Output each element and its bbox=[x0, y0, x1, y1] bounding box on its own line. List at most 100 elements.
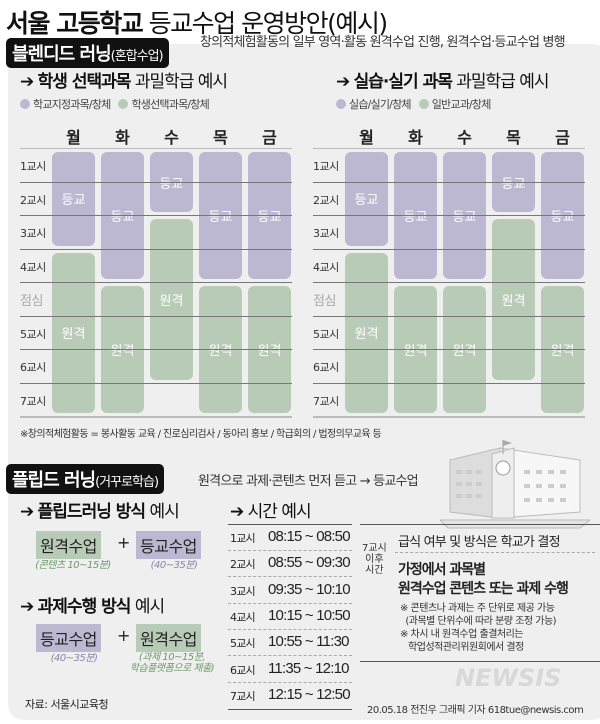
source: 자료: 서울시교육청 bbox=[25, 698, 109, 711]
time-row: 6교시 11:35 ~ 12:10 bbox=[228, 657, 352, 683]
time-range: 12:15 ~ 12:50 bbox=[268, 685, 351, 703]
time-heading: ➔ 시간 예시 bbox=[230, 502, 312, 522]
day-header: 금 bbox=[555, 128, 570, 147]
after-notes: ※ 콘텐츠나 과제는 주 단위로 제공 가능 (과목별 단위수에 따라 분량 조… bbox=[400, 603, 557, 653]
legend-dot-icon bbox=[20, 99, 30, 109]
legend-item: 실습/실기/창체 bbox=[336, 98, 412, 111]
period-label: 7교시 bbox=[230, 689, 256, 703]
note: ※창의적체험활동 = 봉사활동 교육 / 진로심리검사 / 동아리 홍보 / 학… bbox=[20, 429, 382, 440]
day-header: 목 bbox=[213, 128, 228, 147]
remote-block: 원격 bbox=[345, 252, 388, 413]
day-header: 화 bbox=[408, 128, 423, 147]
attend-sub: (40~35분) bbox=[50, 653, 98, 664]
period-label: 4교시 bbox=[230, 610, 256, 624]
schedule-heading: ➔ 실습·실기 과목 과밀학급 예시 bbox=[336, 72, 550, 92]
attend-sub: (40~35분) bbox=[150, 560, 198, 571]
divider bbox=[395, 552, 595, 553]
flipped-desc: 원격으로 과제·콘텐츠 먼저 듣고 → 등교수업 bbox=[198, 474, 419, 489]
period-label: 1교시 bbox=[230, 532, 256, 545]
remote-class-box: 원격수업 bbox=[36, 531, 101, 559]
time-range: 11:35 ~ 12:10 bbox=[268, 659, 349, 677]
time-row: 3교시 09:35 ~ 10:10 bbox=[228, 578, 352, 604]
period-label: 2교시 bbox=[20, 193, 46, 207]
schedule-heading: ➔ 학생 선택과목 과밀학급 예시 bbox=[20, 72, 228, 92]
remote-class-box: 원격수업 bbox=[136, 624, 201, 652]
blended-desc: 창의적체험활동의 일부 영역·활동 원격수업 진행, 원격수업·등교수업 병행 bbox=[200, 35, 566, 50]
attend-class-box: 등교수업 bbox=[36, 624, 101, 652]
flipped-badge: 플립드 러닝(거꾸로학습) bbox=[6, 464, 165, 494]
grid-line bbox=[313, 416, 585, 418]
after-7th-label: 7교시 이후 시간 bbox=[362, 543, 387, 576]
time-range: 09:35 ~ 10:10 bbox=[268, 580, 351, 598]
time-range: 10:55 ~ 11:30 bbox=[268, 633, 349, 651]
remote-block: 원격 bbox=[492, 219, 535, 380]
legend: 학교지정과목/창체 학생선택과목/창체 bbox=[20, 96, 217, 112]
newsis-watermark-logo: NEWSIS bbox=[455, 664, 562, 692]
period-label: 5교시 bbox=[20, 327, 46, 341]
grid-line bbox=[313, 349, 585, 350]
grid-line bbox=[313, 249, 585, 250]
legend-dot-icon bbox=[336, 99, 346, 109]
task-heading: ➔ 과제수행 방식 예시 bbox=[20, 597, 165, 617]
plus-sign: + bbox=[117, 533, 131, 552]
period-label: 6교시 bbox=[313, 361, 339, 374]
day-header: 목 bbox=[506, 128, 521, 147]
time-row: 5교시 10:55 ~ 11:30 bbox=[228, 630, 352, 657]
remote-block: 원격 bbox=[150, 219, 193, 380]
grid-line bbox=[20, 182, 292, 183]
remote-sub: (콘텐츠 10~15분) bbox=[35, 560, 111, 571]
period-label: 7교시 bbox=[313, 394, 339, 408]
grid-line bbox=[20, 316, 292, 317]
lunch-note: 급식 여부 및 방식은 학교가 결정 bbox=[398, 535, 561, 550]
day-header: 수 bbox=[457, 128, 472, 147]
grid-line bbox=[313, 316, 585, 317]
period-label: 점심 bbox=[20, 294, 43, 309]
grid-line bbox=[313, 282, 585, 283]
divider bbox=[360, 524, 600, 525]
grid-line bbox=[313, 215, 585, 216]
divider bbox=[228, 524, 352, 525]
period-label: 3교시 bbox=[230, 584, 256, 598]
grid-line bbox=[20, 215, 292, 216]
school-building-illustration bbox=[440, 440, 590, 529]
period-label: 4교시 bbox=[20, 260, 46, 274]
attend-block: 등교 bbox=[52, 152, 95, 246]
day-header: 월 bbox=[359, 128, 374, 147]
period-label: 1교시 bbox=[313, 160, 339, 173]
method-heading: ➔ 플립드러닝 방식 예시 bbox=[20, 502, 180, 522]
grid-line bbox=[20, 249, 292, 250]
grid-line bbox=[20, 282, 292, 283]
attend-class-box: 등교수업 bbox=[136, 531, 201, 559]
period-label: 2교시 bbox=[230, 558, 256, 572]
blended-badge: 블렌디드 러닝(혼합수업) bbox=[6, 38, 169, 68]
period-label: 4교시 bbox=[313, 260, 339, 274]
time-row: 1교시 08:15 ~ 08:50 bbox=[228, 525, 352, 551]
grid-line bbox=[313, 383, 585, 384]
period-label: 6교시 bbox=[20, 361, 46, 374]
time-range: 10:15 ~ 10:50 bbox=[268, 606, 351, 624]
day-header: 화 bbox=[115, 128, 130, 147]
period-label: 2교시 bbox=[313, 193, 339, 207]
credit: 20.05.18 전진우 그래픽 기자 618tue@newsis.com bbox=[367, 705, 584, 716]
day-header: 금 bbox=[262, 128, 277, 147]
grid-line bbox=[20, 416, 292, 418]
grid-line bbox=[20, 349, 292, 350]
day-header: 수 bbox=[164, 128, 179, 147]
time-row: 2교시 08:55 ~ 09:30 bbox=[228, 551, 352, 578]
divider bbox=[360, 661, 600, 662]
day-header: 월 bbox=[66, 128, 81, 147]
period-label: 3교시 bbox=[20, 227, 46, 240]
period-label: 3교시 bbox=[313, 227, 339, 240]
remote-sub: (과제 10~15분, 학습플랫폼으로 제출) bbox=[129, 652, 215, 674]
grid-line bbox=[313, 148, 585, 149]
time-row: 4교시 10:15 ~ 10:50 bbox=[228, 604, 352, 630]
grid-line bbox=[313, 182, 585, 183]
grid-line bbox=[20, 383, 292, 384]
divider bbox=[228, 709, 352, 710]
legend-dot-icon bbox=[418, 99, 429, 109]
remote-block: 원격 bbox=[52, 252, 95, 413]
legend-item: 학교지정과목/창체 bbox=[20, 98, 111, 111]
grid-line bbox=[20, 148, 292, 149]
period-label: 5교시 bbox=[313, 327, 339, 341]
legend-item: 일반교과/창체 bbox=[418, 98, 491, 111]
